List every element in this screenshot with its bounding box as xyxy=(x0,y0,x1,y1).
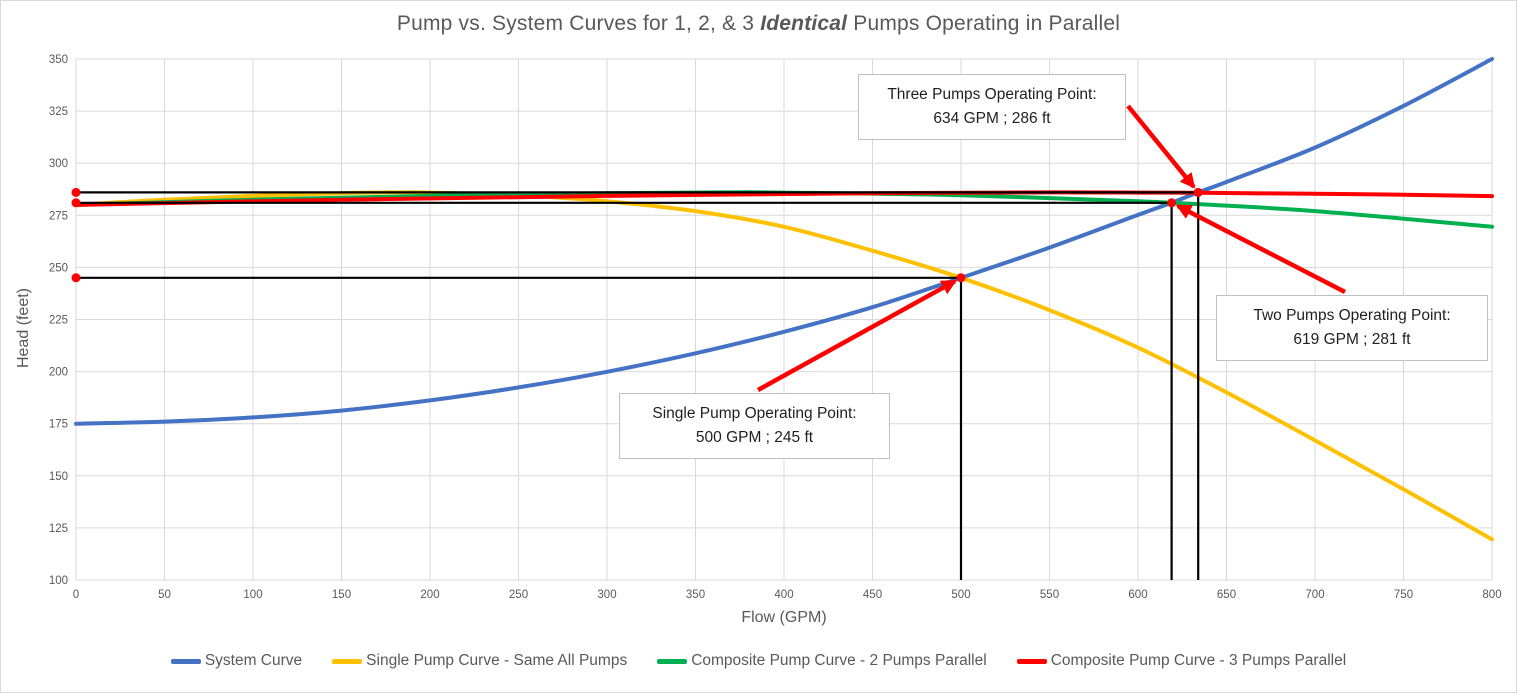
two-pumps-callout-value: 619 GPM ; 281 ft xyxy=(1293,331,1411,348)
operating-point-three xyxy=(1193,187,1203,197)
single-pump-callout-value: 500 GPM ; 245 ft xyxy=(695,429,814,446)
chart-title-suffix: Pumps Operating in Parallel xyxy=(847,12,1121,35)
y-tick-label: 175 xyxy=(49,419,68,431)
chart-title: Pump vs. System Curves for 1, 2, & 3 Ide… xyxy=(1,12,1516,36)
two-pumps-callout-label: Two Pumps Operating Point: xyxy=(1253,307,1451,324)
two-pumps-callout: Two Pumps Operating Point: 619 GPM ; 281… xyxy=(1216,295,1488,361)
axis-marker-three xyxy=(71,187,81,197)
y-tick-label: 275 xyxy=(49,210,68,222)
y-tick-label: 325 xyxy=(49,106,68,118)
x-axis-title: Flow (GPM) xyxy=(741,609,827,626)
axis-marker-single xyxy=(71,273,81,283)
legend-marker-icon xyxy=(657,658,688,664)
single-pump-callout-label: Single Pump Operating Point: xyxy=(652,405,857,422)
x-tick-label: 400 xyxy=(774,589,793,601)
chart-title-emphasis: Identical xyxy=(760,12,848,35)
x-tick-label: 500 xyxy=(951,589,970,601)
x-tick-label: 0 xyxy=(73,589,79,601)
callout-arrow-three xyxy=(1126,104,1196,189)
axis-marker-two xyxy=(71,198,81,208)
y-tick-label: 350 xyxy=(49,54,68,66)
curve-series-0 xyxy=(74,57,1494,426)
x-tick-label: 200 xyxy=(420,589,439,601)
x-tick-label: 50 xyxy=(158,589,171,601)
x-tick-label: 700 xyxy=(1305,589,1324,601)
legend-item-0: System Curve xyxy=(170,652,303,670)
operating-point-markers xyxy=(71,187,1203,283)
operating-point-two xyxy=(1167,198,1177,208)
y-tick-label: 100 xyxy=(49,575,68,587)
callout-arrow-single xyxy=(756,279,957,392)
y-tick-label: 150 xyxy=(49,471,68,483)
x-tick-label: 250 xyxy=(509,589,528,601)
operating-point-single xyxy=(956,273,966,283)
x-tick-label: 800 xyxy=(1482,589,1501,601)
x-tick-label: 100 xyxy=(243,589,262,601)
three-pumps-callout: Three Pumps Operating Point: 634 GPM ; 2… xyxy=(858,74,1126,140)
three-pumps-callout-value: 634 GPM ; 286 ft xyxy=(933,110,1051,127)
ref-line-two xyxy=(76,201,1173,580)
legend: System Curve Single Pump Curve - Same All… xyxy=(1,652,1516,670)
legend-marker-icon xyxy=(1016,658,1047,664)
y-tick-label: 225 xyxy=(49,315,68,327)
operating-point-reference-lines xyxy=(76,191,1200,580)
legend-label: System Curve xyxy=(204,652,303,669)
callout-arrows xyxy=(756,104,1347,392)
y-tick-label: 300 xyxy=(49,158,68,170)
x-tick-label: 550 xyxy=(1040,589,1059,601)
legend-item-1: Single Pump Curve - Same All Pumps xyxy=(332,652,627,670)
gridlines xyxy=(75,58,1493,581)
x-tick-label: 300 xyxy=(597,589,616,601)
legend-label: Composite Pump Curve - 2 Pumps Parallel xyxy=(691,652,987,669)
three-pumps-callout-label: Three Pumps Operating Point: xyxy=(887,86,1097,103)
chart-title-prefix: Pump vs. System Curves for 1, 2, & 3 xyxy=(396,12,761,35)
legend-item-3: Composite Pump Curve - 3 Pumps Parallel xyxy=(1016,652,1347,670)
legend-marker-icon xyxy=(332,658,363,664)
y-tick-label: 200 xyxy=(49,367,68,379)
legend-item-2: Composite Pump Curve - 2 Pumps Parallel xyxy=(657,652,987,670)
legend-label: Composite Pump Curve - 3 Pumps Parallel xyxy=(1050,652,1347,669)
y-tick-label: 125 xyxy=(49,523,68,535)
x-tick-label: 600 xyxy=(1128,589,1147,601)
x-tick-label: 650 xyxy=(1217,589,1236,601)
callout-arrow-two xyxy=(1175,203,1347,295)
x-tick-label: 350 xyxy=(686,589,705,601)
axis-tick-labels: 0 50 100 150 200 250 300 350 400 450 500 550 600 650 7… xyxy=(49,54,1502,601)
single-pump-callout: Single Pump Operating Point: 500 GPM ; 2… xyxy=(619,393,890,459)
legend-marker-icon xyxy=(170,658,201,664)
x-tick-label: 750 xyxy=(1394,589,1413,601)
legend-label: Single Pump Curve - Same All Pumps xyxy=(366,652,628,669)
x-tick-label: 450 xyxy=(863,589,882,601)
y-axis-title: Head (feet) xyxy=(15,287,32,369)
ref-line-three xyxy=(76,191,1200,580)
y-tick-label: 250 xyxy=(49,262,68,274)
x-tick-label: 150 xyxy=(332,589,351,601)
